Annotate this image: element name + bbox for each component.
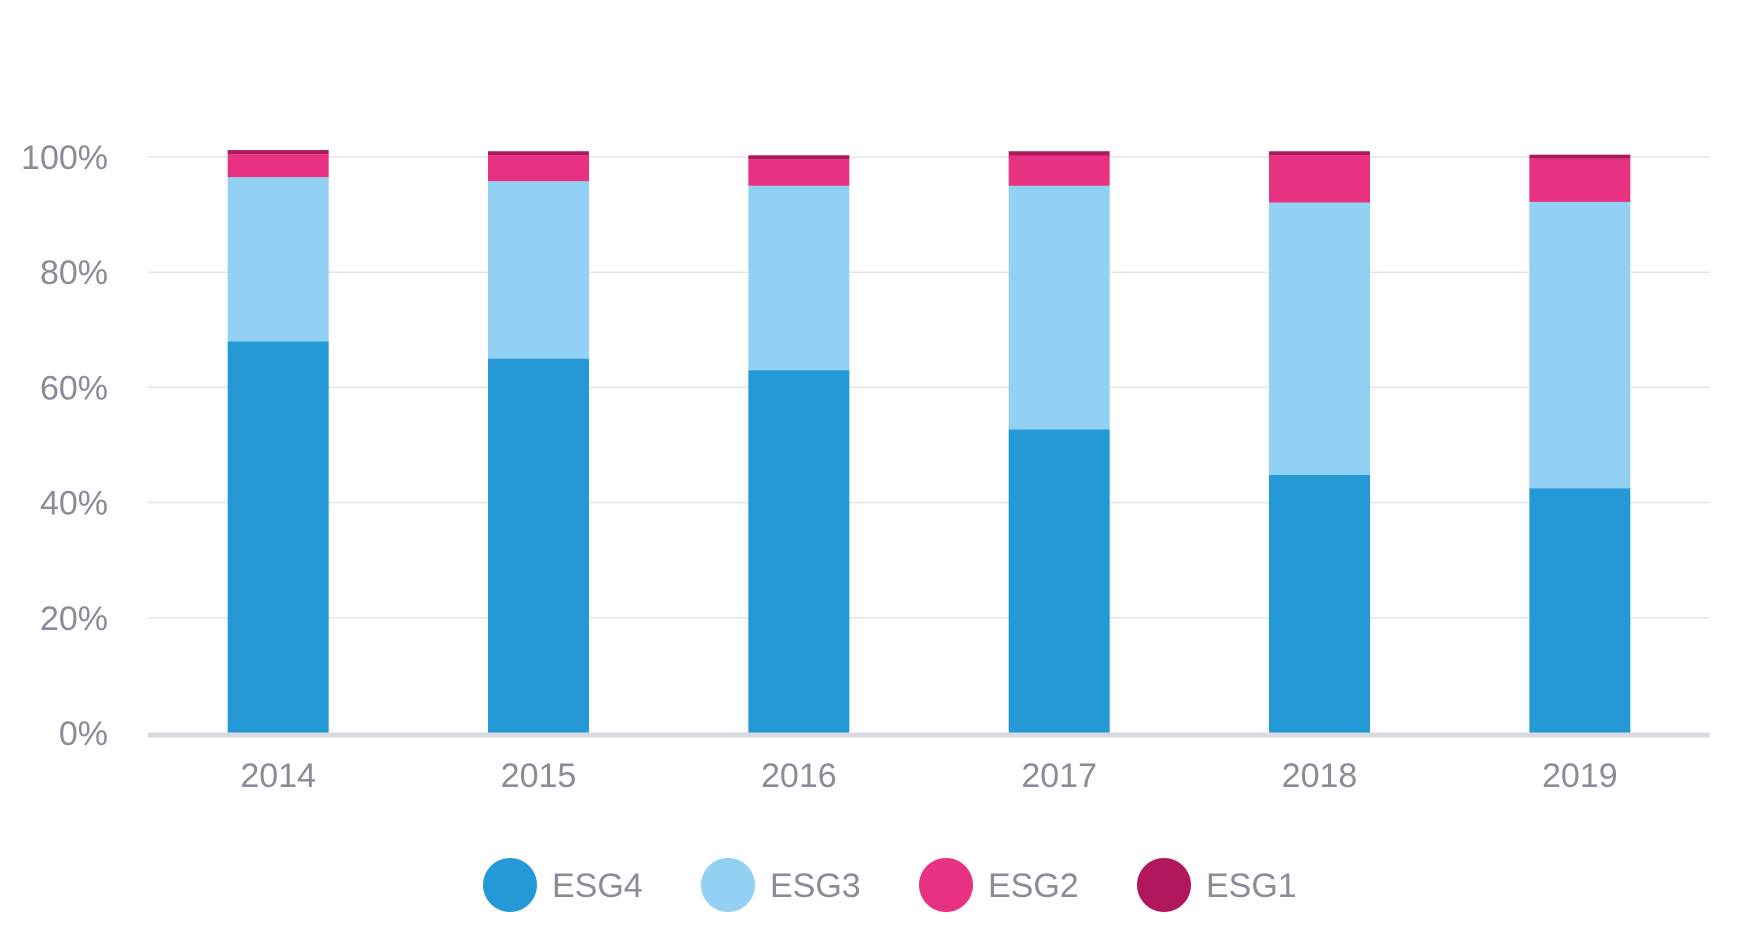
bar-segment-esg4-2018: [1269, 474, 1370, 733]
y-tick-label: 40%: [40, 485, 108, 523]
bar-segment-esg1-2017: [1008, 151, 1110, 156]
bar-segment-esg2-2016: [748, 159, 850, 186]
axis-layer: 0% 20% 40% 60% 80% 100% 2014 2015 2016 2017 2018 20…: [21, 139, 1710, 795]
legend-swatch: [1137, 858, 1191, 912]
bar-segment-esg2-2014: [227, 154, 329, 178]
bar-segment-esg1-2016: [748, 155, 850, 160]
y-tick-label: 0%: [59, 715, 108, 753]
legend: ESG4 ESG3 ESG2 ESG1: [483, 858, 1297, 912]
y-tick-label: 100%: [21, 139, 108, 177]
bar-segment-esg3-2019: [1529, 201, 1631, 489]
legend-label: ESG3: [770, 867, 861, 905]
bar-segment-esg1-2018: [1269, 151, 1370, 156]
bar-segment-esg4-2019: [1529, 488, 1631, 733]
x-tick-label: 2015: [501, 757, 577, 795]
bar-segment-esg2-2017: [1008, 155, 1110, 186]
bar-segment-esg4-2015: [488, 358, 589, 733]
legend-label: ESG2: [988, 867, 1079, 905]
x-tick-label: 2018: [1282, 757, 1358, 795]
bar-segment-esg4-2017: [1008, 429, 1110, 733]
bar-segment-esg1-2014: [227, 150, 329, 155]
y-tick-label: 80%: [40, 254, 108, 292]
bar-segment-esg3-2016: [748, 185, 850, 371]
legend-item-esg4: ESG4: [483, 858, 643, 912]
x-tick-label: 2019: [1542, 757, 1618, 795]
legend-swatch: [483, 858, 537, 912]
bar-segment-esg3-2015: [488, 181, 589, 359]
x-tick-label: 2016: [761, 757, 837, 795]
legend-item-esg1: ESG1: [1137, 858, 1297, 912]
legend-swatch: [919, 858, 973, 912]
y-tick-label: 60%: [40, 369, 108, 407]
x-tick-label: 2014: [240, 757, 316, 795]
bar-segment-esg1-2015: [488, 151, 589, 156]
legend-item-esg2: ESG2: [919, 858, 1079, 912]
bars-layer: [227, 150, 1631, 733]
bar-segment-esg2-2019: [1529, 158, 1631, 202]
grid-layer: [148, 156, 1710, 619]
bar-segment-esg1-2019: [1529, 154, 1631, 159]
bar-segment-esg3-2014: [227, 177, 329, 342]
legend-swatch: [701, 858, 755, 912]
legend-label: ESG1: [1206, 867, 1297, 905]
bar-segment-esg3-2018: [1269, 202, 1370, 475]
legend-item-esg3: ESG3: [701, 858, 861, 912]
bar-segment-esg4-2016: [748, 370, 850, 733]
x-tick-label: 2017: [1021, 757, 1097, 795]
bar-segment-esg4-2014: [227, 341, 329, 733]
bar-segment-esg2-2015: [488, 155, 589, 182]
bar-segment-esg2-2018: [1269, 155, 1370, 203]
y-tick-label: 20%: [40, 600, 108, 638]
bar-segment-esg3-2017: [1008, 185, 1110, 430]
legend-label: ESG4: [552, 867, 643, 905]
